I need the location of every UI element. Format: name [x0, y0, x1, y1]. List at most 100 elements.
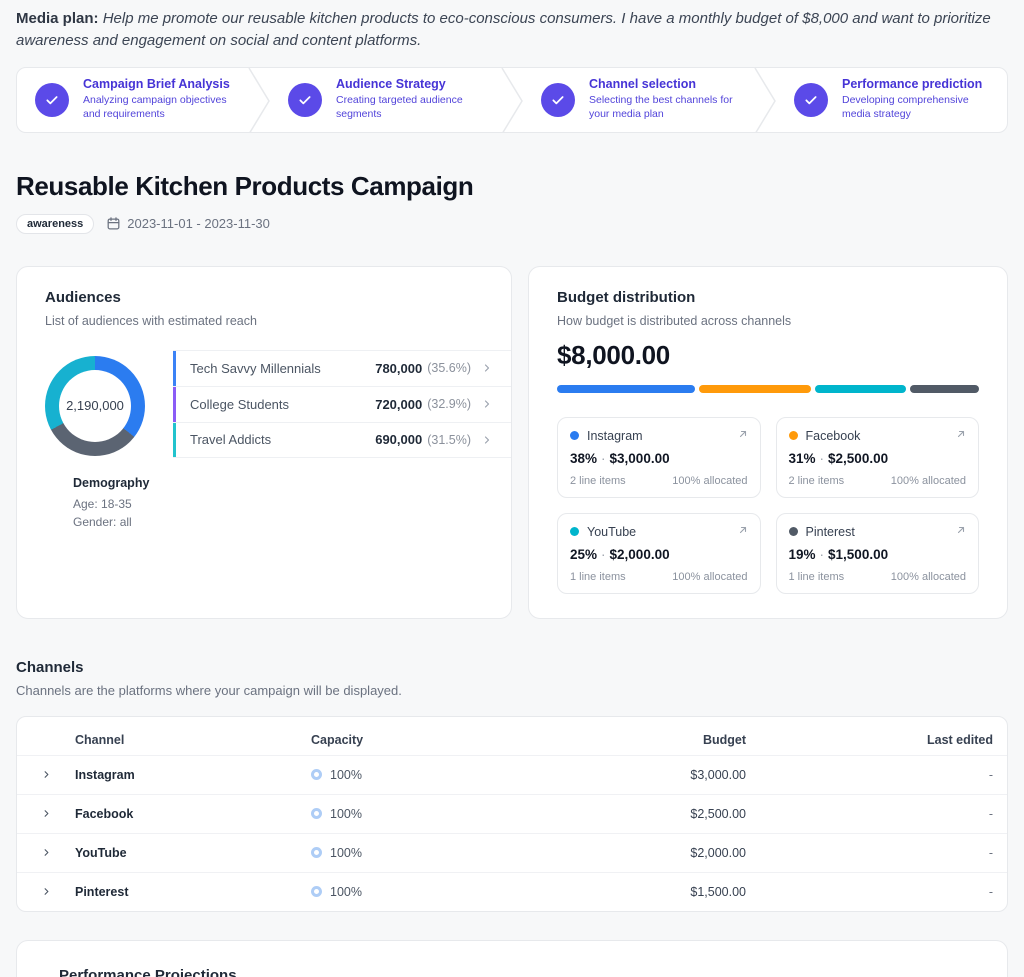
demography-heading: Demography: [73, 475, 150, 490]
channel-color-dot: [570, 431, 579, 440]
bar-segment-pinterest: [910, 384, 979, 393]
channels-table: Channel Capacity Budget Last edited Inst…: [16, 715, 1008, 912]
expand-row-icon[interactable]: [17, 847, 75, 858]
channel-line-items: 1 line items: [788, 570, 845, 583]
table-row-youtube[interactable]: YouTube 100% $2,000.00 -: [17, 832, 1007, 872]
cell-last-edited: -: [988, 767, 993, 782]
chevron-right-icon[interactable]: [481, 362, 493, 374]
step-check-circle: [794, 82, 828, 117]
step-description: Selecting the best channels for your med…: [589, 94, 733, 120]
performance-projections-card: Performance Projections Expected campaig…: [16, 939, 1008, 977]
bar-segment-instagram: [557, 384, 695, 393]
channel-percent: 25%: [570, 546, 598, 562]
workflow-stepper: Campaign Brief Analysis Analyzing campai…: [16, 66, 1008, 133]
budget-distribution-card: Budget distribution How budget is distri…: [528, 265, 1008, 619]
channel-color-dot: [570, 527, 579, 536]
audience-row-college-students[interactable]: College Students 720,000 (32.9%): [173, 385, 511, 422]
audience-color-bar: [173, 422, 176, 457]
audiences-subtitle: List of audiences with estimated reach: [45, 313, 257, 328]
value-separator: ·: [819, 546, 825, 562]
step-separator: [754, 67, 776, 132]
demography-gender: Gender: all: [73, 515, 132, 530]
table-row-facebook[interactable]: Facebook 100% $2,500.00 -: [17, 793, 1007, 833]
expand-row-icon[interactable]: [17, 886, 75, 897]
audience-percent: (32.9%): [427, 397, 471, 411]
capacity-ring-icon: [311, 847, 322, 858]
open-channel-arrow-icon[interactable]: [955, 428, 967, 440]
capacity-ring-icon: [311, 769, 322, 780]
channel-line-items: 2 line items: [570, 474, 626, 487]
channels-heading: Channels: [16, 658, 84, 676]
date-range: 2023-11-01 - 2023-11-30: [106, 216, 270, 231]
budget-channel-grid: Instagram 38% · $3,000.00 2 line items 100…: [557, 416, 979, 594]
audience-color-bar: [173, 386, 176, 422]
expand-row-icon[interactable]: [17, 769, 75, 780]
budget-card-instagram[interactable]: Instagram 38% · $3,000.00 2 line items 100…: [557, 416, 761, 498]
audience-color-bar: [173, 350, 176, 386]
prompt-label: Media plan:: [16, 10, 99, 27]
budget-card-facebook[interactable]: Facebook 31% · $2,500.00 2 line items 100%…: [775, 416, 979, 498]
channel-line-items: 2 line items: [788, 474, 845, 487]
expand-row-icon[interactable]: [17, 808, 75, 819]
chevron-right-icon[interactable]: [481, 398, 493, 410]
value-separator: ·: [601, 546, 606, 562]
page-title: Reusable Kitchen Products Campaign: [16, 170, 474, 201]
audience-donut: 2,190,000: [45, 355, 145, 456]
channel-amount: $1,500.00: [828, 546, 889, 562]
open-channel-arrow-icon[interactable]: [737, 524, 749, 536]
channel-percent: 38%: [570, 450, 598, 466]
cell-budget: $2,500.00: [690, 806, 746, 821]
table-row-pinterest[interactable]: Pinterest 100% $1,500.00 -: [17, 871, 1007, 911]
channel-color-dot: [788, 431, 798, 440]
cell-budget: $1,500.00: [690, 884, 746, 899]
audience-row-travel-addicts[interactable]: Travel Addicts 690,000 (31.5%): [173, 421, 511, 458]
column-header-capacity: Capacity: [311, 732, 364, 747]
budget-card-youtube[interactable]: YouTube 25% · $2,000.00 1 line items 100% …: [557, 512, 761, 594]
cell-budget: $2,000.00: [690, 845, 746, 860]
step-title: Audience Strategy: [336, 77, 446, 92]
channel-amount: $3,000.00: [609, 450, 670, 466]
channel-line-items: 1 line items: [570, 570, 626, 583]
channel-color-dot: [788, 527, 798, 536]
channel-name: Facebook: [805, 428, 861, 443]
cell-capacity-value: 100%: [330, 767, 362, 782]
audiences-card: Audiences List of audiences with estimat…: [16, 265, 512, 619]
check-icon: [46, 95, 58, 104]
step-channel-selection[interactable]: Channel selection Selecting the best cha…: [523, 68, 754, 132]
step-audience-strategy[interactable]: Audience Strategy Creating targeted audi…: [270, 68, 501, 132]
check-icon: [299, 95, 311, 104]
date-range-text: 2023-11-01 - 2023-11-30: [127, 216, 270, 231]
table-row-instagram[interactable]: Instagram 100% $3,000.00 -: [17, 754, 1007, 794]
calendar-icon: [107, 217, 120, 230]
step-description: Creating targeted audience segments: [336, 94, 463, 120]
media-plan-prompt: Media plan: Help me promote our reusable…: [0, 0, 1024, 52]
cell-last-edited: -: [988, 806, 993, 821]
bar-segment-youtube: [815, 384, 907, 393]
open-channel-arrow-icon[interactable]: [955, 524, 967, 536]
audience-list: Tech Savvy Millennials 780,000 (35.6%) C…: [173, 349, 511, 533]
budget-card-pinterest[interactable]: Pinterest 19% · $1,500.00 1 line items 100…: [775, 512, 979, 594]
audience-name: Travel Addicts: [190, 432, 272, 447]
step-performance-prediction[interactable]: Performance prediction Developing compre…: [776, 68, 1007, 132]
prompt-text: Help me promote our reusable kitchen pro…: [16, 10, 991, 49]
channel-allocated: 100% allocated: [890, 570, 966, 583]
channel-amount: $2,500.00: [828, 450, 889, 466]
chevron-right-icon[interactable]: [481, 434, 493, 446]
column-header-last-edited: Last edited: [927, 732, 993, 747]
cell-last-edited: -: [988, 884, 993, 899]
step-check-circle: [288, 82, 322, 117]
audience-percent: (35.6%): [427, 361, 471, 375]
goal-badge: awareness: [16, 213, 95, 234]
channel-amount: $2,000.00: [609, 546, 670, 562]
channels-section-header: Channels Channels are the platforms wher…: [16, 659, 1008, 698]
budget-stacked-bar: [557, 384, 979, 393]
step-campaign-brief-analysis[interactable]: Campaign Brief Analysis Analyzing campai…: [17, 68, 248, 132]
campaign-meta: awareness 2023-11-01 - 2023-11-30: [16, 213, 1008, 234]
cell-capacity-value: 100%: [330, 806, 362, 821]
channel-allocated: 100% allocated: [672, 570, 748, 583]
step-separator: [501, 67, 523, 132]
audience-row-tech-savvy-millennials[interactable]: Tech Savvy Millennials 780,000 (35.6%): [173, 349, 511, 386]
open-channel-arrow-icon[interactable]: [737, 428, 749, 440]
channel-percent: 19%: [788, 546, 816, 562]
cell-capacity-value: 100%: [330, 845, 362, 860]
